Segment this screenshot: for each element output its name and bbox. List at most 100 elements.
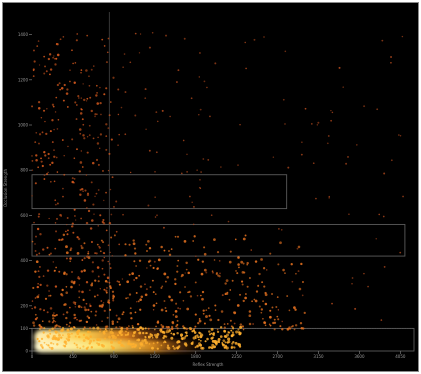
- scatter-point: [102, 252, 105, 254]
- scatter-point: [165, 34, 168, 37]
- scatter-point: [173, 333, 176, 336]
- scatter-point: [134, 330, 137, 333]
- scatter-point: [97, 136, 99, 139]
- scatter-point: [36, 337, 39, 341]
- scatter-point: [207, 307, 210, 309]
- scatter-point: [132, 242, 136, 246]
- scatter-point: [69, 306, 71, 309]
- scatter-point: [80, 71, 82, 74]
- scatter-point: [137, 338, 141, 342]
- scatter-point: [237, 256, 240, 259]
- scatter-point: [124, 254, 127, 257]
- scatter-point: [120, 333, 123, 337]
- scatter-point: [174, 315, 178, 319]
- scatter-point: [200, 294, 202, 297]
- scatter-point: [108, 221, 112, 225]
- scatter-point: [126, 333, 129, 336]
- scatter-point: [149, 333, 152, 336]
- scatter-point: [225, 279, 229, 283]
- scatter-point: [224, 282, 227, 285]
- scatter-point: [86, 136, 89, 138]
- scatter-point: [288, 309, 291, 312]
- scatter-point: [53, 55, 55, 57]
- scatter-point: [124, 133, 127, 136]
- scatter-point: [118, 283, 121, 286]
- scatter-point: [36, 316, 39, 319]
- scatter-point: [39, 283, 42, 287]
- scatter-point: [73, 326, 76, 329]
- scatter-point: [106, 51, 109, 54]
- scatter-point: [128, 325, 130, 327]
- scatter-point: [79, 132, 82, 135]
- scatter-point: [96, 92, 98, 94]
- scatter-point: [108, 114, 111, 117]
- scatter-point: [38, 265, 41, 268]
- scatter-point: [40, 160, 43, 163]
- scatter-point: [199, 179, 201, 181]
- scatter-point: [62, 187, 64, 190]
- scatter-point: [54, 320, 57, 323]
- scatter-point: [73, 313, 76, 317]
- scatter-point: [284, 272, 286, 275]
- scatter-point: [77, 97, 80, 99]
- scatter-point: [191, 330, 194, 333]
- scatter-point: [70, 280, 74, 284]
- scatter-point: [115, 314, 118, 317]
- scatter-point: [136, 327, 141, 331]
- scatter-point: [331, 302, 333, 305]
- scatter-point: [284, 123, 286, 125]
- scatter-point: [241, 270, 245, 274]
- scatter-point: [116, 321, 119, 323]
- scatter-point: [54, 199, 57, 202]
- scatter-point: [54, 111, 57, 113]
- scatter-point: [81, 118, 84, 121]
- scatter-point: [401, 35, 404, 38]
- scatter-point: [84, 189, 87, 192]
- scatter-point: [226, 341, 229, 344]
- scatter-point: [47, 157, 50, 160]
- scatter-point: [140, 295, 144, 298]
- scatter-point: [45, 132, 48, 136]
- scatter-point: [62, 313, 65, 316]
- scatter-point: [101, 220, 104, 224]
- scatter-point: [99, 250, 102, 253]
- scatter-point: [78, 296, 81, 299]
- scatter-point: [131, 324, 134, 327]
- scatter-point: [85, 221, 89, 225]
- scatter-point: [294, 308, 297, 311]
- scatter-point: [62, 344, 65, 347]
- scatter-point: [83, 199, 87, 202]
- scatter-point: [37, 270, 40, 273]
- scatter-point: [390, 55, 393, 58]
- scatter-point: [43, 178, 46, 180]
- scatter-point: [34, 313, 37, 316]
- scatter-point: [49, 294, 52, 297]
- scatter-point: [186, 153, 188, 156]
- scatter-point: [49, 332, 52, 335]
- scatter-point: [91, 219, 94, 222]
- scatter-point: [176, 235, 180, 238]
- scatter-point: [154, 171, 156, 173]
- scatter-point: [73, 208, 76, 211]
- scatter-point: [113, 205, 115, 208]
- scatter-point: [111, 322, 115, 326]
- scatter-point: [244, 41, 246, 44]
- scatter-point: [61, 288, 64, 292]
- scatter-point: [113, 336, 117, 340]
- scatter-point: [54, 203, 57, 206]
- scatter-point: [148, 343, 151, 345]
- scatter-point: [260, 258, 263, 261]
- gate-rectangle: [31, 174, 288, 210]
- scatter-point: [94, 252, 96, 254]
- scatter-point: [138, 347, 141, 350]
- scatter-point: [134, 114, 137, 117]
- scatter-point: [282, 98, 285, 101]
- scatter-point: [127, 297, 129, 299]
- scatter-point: [207, 159, 210, 161]
- scatter-point: [157, 320, 159, 322]
- scatter-point: [52, 319, 55, 322]
- scatter-point: [164, 335, 166, 338]
- scatter-point: [92, 137, 95, 140]
- scatter-point: [194, 281, 197, 284]
- scatter-point: [184, 343, 188, 347]
